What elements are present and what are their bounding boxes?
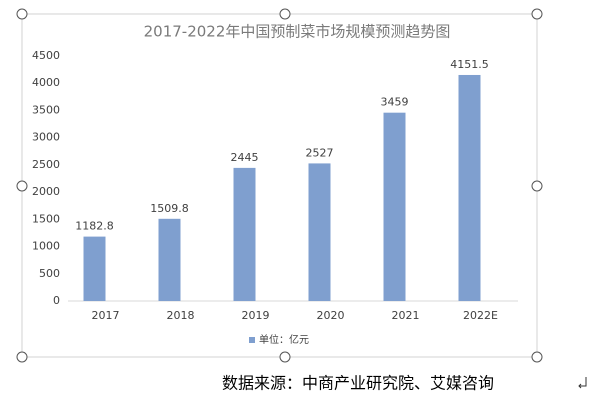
handle[interactable]: [16, 8, 28, 20]
y-tick-label: 3000: [32, 131, 60, 144]
handle[interactable]: [16, 351, 28, 363]
y-tick-label: 4000: [32, 76, 60, 89]
data-label: 3459: [381, 96, 409, 109]
x-tick-label: 2019: [242, 309, 270, 322]
data-label: 2445: [231, 151, 259, 164]
bar: [383, 112, 406, 301]
chart-title: 2017-2022年中国预制菜市场规模预测趋势图: [144, 23, 451, 41]
y-tick-label: 500: [39, 267, 60, 280]
handle[interactable]: [279, 8, 291, 20]
y-tick-label: 4500: [32, 49, 60, 62]
legend-label: 单位：亿元: [259, 333, 309, 346]
y-tick-label: 2000: [32, 185, 60, 198]
x-tick-label: 2018: [167, 309, 195, 322]
data-label: 1182.8: [75, 220, 114, 233]
selection-handles[interactable]: [16, 8, 543, 363]
y-tick-label: 1500: [32, 212, 60, 225]
data-label: 1509.8: [150, 202, 189, 215]
data-label: 4151.5: [450, 58, 489, 71]
x-tick-label: 2020: [317, 309, 345, 322]
y-tick-label: 2500: [32, 158, 60, 171]
bar: [308, 163, 331, 301]
x-tick-label: 2021: [392, 309, 420, 322]
handle[interactable]: [531, 351, 543, 363]
handle[interactable]: [531, 180, 543, 192]
x-tick-label: 2022E: [463, 309, 498, 322]
x-tick-label: 2017: [92, 309, 120, 322]
bar: [458, 74, 481, 301]
y-tick-label: 1000: [32, 240, 60, 253]
legend-swatch: [249, 337, 255, 343]
data-label: 2527: [306, 146, 334, 159]
bar: [233, 167, 256, 301]
handle[interactable]: [531, 8, 543, 20]
bar: [158, 218, 181, 301]
paragraph-mark: [578, 377, 587, 389]
handle[interactable]: [16, 180, 28, 192]
source-note: 数据来源：中商产业研究院、艾媒咨询: [222, 374, 494, 393]
y-tick-label: 0: [53, 294, 60, 307]
y-tick-label: 3500: [32, 103, 60, 116]
handle[interactable]: [279, 351, 291, 363]
bar: [83, 236, 106, 301]
